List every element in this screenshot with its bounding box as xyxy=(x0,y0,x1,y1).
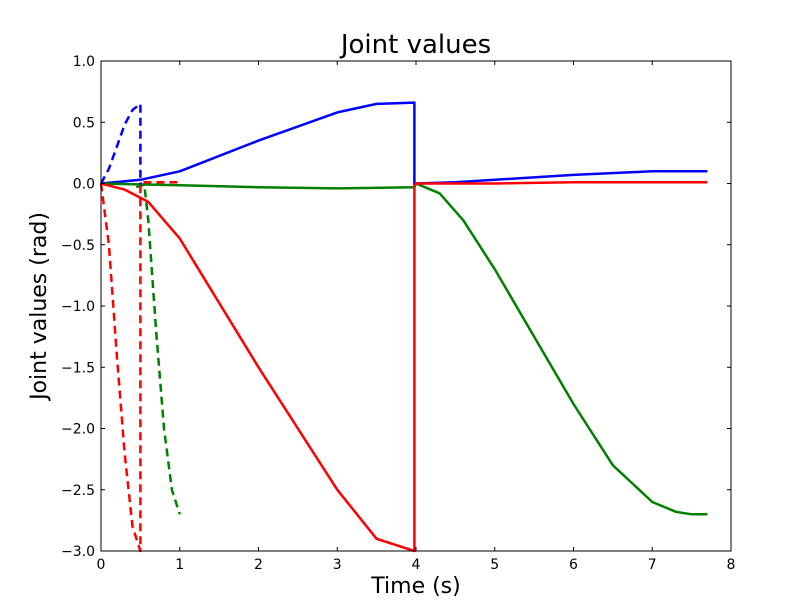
x-tick-label: 6 xyxy=(569,557,578,573)
y-tick-label: −0.5 xyxy=(61,238,95,254)
y-tick-label: −3.0 xyxy=(61,544,95,560)
tick-layer: 0 1 2 3 4 5 6 7 8 1.0 0.5 0.0 −0.5 −1.0 −1.5 −2.0 −2.5 −3… xyxy=(61,54,735,573)
x-tick-label: 5 xyxy=(490,557,499,573)
x-tick-label: 0 xyxy=(97,557,106,573)
y-tick-label: −1.0 xyxy=(61,299,95,315)
x-tick-label: 7 xyxy=(648,557,657,573)
series-line-1-solid xyxy=(100,101,708,186)
y-tick-label: 0.5 xyxy=(73,115,95,131)
x-tick-label: 2 xyxy=(254,557,263,573)
y-tick-label: −2.0 xyxy=(61,422,95,438)
x-tick-label: 8 xyxy=(727,557,736,573)
y-axis-label: Joint values (rad) xyxy=(27,212,52,402)
y-tick-label: −2.5 xyxy=(61,483,95,499)
x-tick-label: 4 xyxy=(412,557,421,573)
series-line-4-dashed xyxy=(99,102,142,185)
x-tick-label: 1 xyxy=(175,557,184,573)
y-tick-label: 1.0 xyxy=(73,54,95,70)
series-line-2-solid xyxy=(100,182,708,516)
y-tick-label: 0.0 xyxy=(73,177,95,193)
x-tick-label: 3 xyxy=(333,557,342,573)
y-tick-label: −1.5 xyxy=(61,360,95,376)
chart-title: Joint values xyxy=(339,30,491,60)
x-axis-label: Time (s) xyxy=(370,574,460,599)
